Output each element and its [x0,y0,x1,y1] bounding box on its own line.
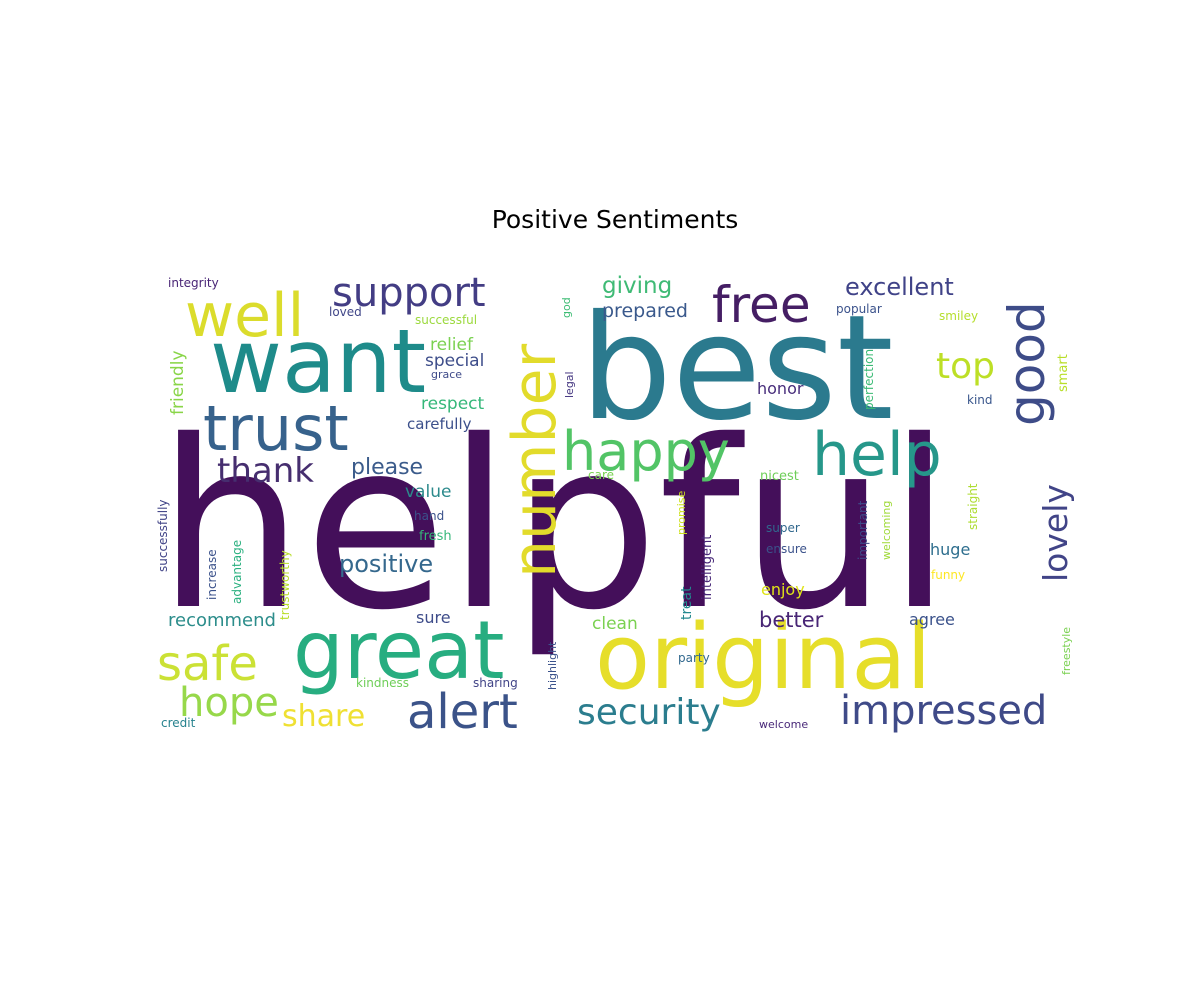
word-sure: sure [416,608,451,627]
word-party: party [678,651,710,665]
word-security: security [577,692,721,733]
word-value: value [405,482,451,502]
word-special: special [425,351,484,371]
word-freestyle: freestyle [1060,627,1073,675]
chart-title: Positive Sentiments [491,205,739,234]
word-advantage: advantage [230,540,244,604]
word-carefully: carefully [407,415,472,433]
word-successfully: successfully [156,499,170,572]
word-huge: huge [930,540,970,559]
word-better: better [759,608,824,632]
word-kindness: kindness [356,676,409,690]
word-credit: credit [161,716,196,730]
word-popular: popular [836,302,882,316]
word-please: please [351,455,423,480]
word-integrity: integrity [168,276,219,290]
word-great: great [293,604,505,697]
word-top: top [936,346,995,387]
word-fresh: fresh [419,529,452,544]
word-alert: alert [407,684,518,740]
word-cloud: helpfulbestoriginalwantgreatnumbertrustw… [156,270,1075,740]
word-helpful: helpful [157,391,952,661]
word-support: support [332,270,486,316]
word-promise: promise [675,491,688,535]
word-lovely: lovely [1036,484,1075,582]
word-hand: hand [414,509,444,523]
word-honor: honor [757,379,804,398]
word-best: best [580,284,894,453]
word-welcome: welcome [759,718,808,731]
word-important: important [856,500,870,560]
word-number: number [500,343,570,578]
word-treat: treat [679,586,695,620]
word-hope: hope [179,680,279,726]
word-super: super [766,521,800,535]
word-perfection: perfection [862,349,876,410]
word-funny: funny [931,568,965,582]
word-recommend: recommend [168,610,276,631]
word-prepared: prepared [602,300,688,322]
word-positive: positive [339,550,433,578]
word-trust: trust [203,392,349,465]
word-help: help [812,420,942,490]
word-nicest: nicest [760,469,799,484]
word-enjoy: enjoy [761,580,805,599]
word-successful: successful [415,313,477,327]
word-respect: respect [421,394,485,414]
word-clean: clean [592,614,638,634]
word-free: free [712,276,811,334]
word-legal: legal [563,371,576,398]
word-safe: safe [157,636,258,692]
word-excellent: excellent [845,273,954,301]
word-friendly: friendly [168,350,188,415]
word-impressed: impressed [840,688,1047,734]
word-ensure: ensure [766,542,807,556]
word-agree: agree [909,610,955,629]
word-thank: thank [217,451,314,491]
word-smart: smart [1056,354,1071,392]
word-grace: grace [431,368,462,381]
word-good: good [998,301,1056,426]
word-sharing: sharing [473,676,518,690]
word-original: original [595,605,931,710]
word-god: god [560,297,573,318]
word-welcoming: welcoming [880,501,893,560]
word-smiley: smiley [939,309,978,323]
word-relief: relief [430,335,474,355]
word-well: well [185,281,304,351]
word-highlight: highlight [546,641,559,690]
word-loved: loved [329,305,362,319]
word-care: care [588,468,614,482]
word-want: want [210,310,426,413]
word-kind: kind [967,393,993,407]
word-happy: happy [562,420,730,483]
word-intelligent: intelligent [700,535,715,600]
word-straight: straight [966,483,980,530]
word-giving: giving [602,273,672,299]
word-trustworthy: trustworthy [278,550,292,620]
word-increase: increase [205,549,219,600]
word-share: share [282,699,365,734]
